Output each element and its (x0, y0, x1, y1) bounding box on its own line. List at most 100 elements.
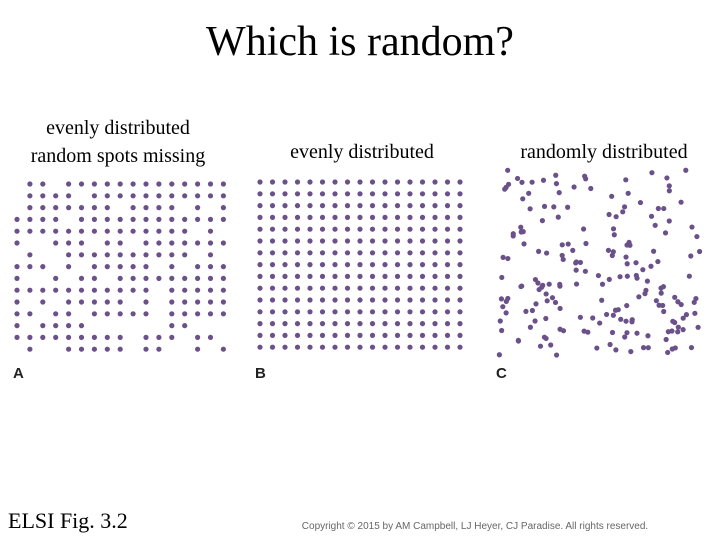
dot (573, 260, 579, 266)
dot (419, 179, 426, 185)
dot (419, 250, 426, 256)
dot (382, 238, 388, 244)
dot (382, 262, 388, 268)
dot (307, 332, 313, 338)
dot (357, 203, 363, 209)
dot (613, 214, 619, 220)
dot (195, 334, 201, 340)
dot (444, 309, 451, 315)
dot (307, 238, 313, 244)
dot (269, 238, 276, 244)
dot (143, 299, 149, 305)
dot (182, 299, 188, 305)
dot (257, 250, 263, 256)
dot (257, 238, 263, 244)
dot (539, 218, 546, 224)
dot (117, 228, 123, 234)
dot (257, 321, 263, 327)
dot (407, 309, 413, 315)
dot (500, 254, 506, 260)
dot (182, 275, 188, 281)
dot (560, 256, 566, 263)
dot (53, 193, 59, 199)
dot (457, 250, 463, 256)
dot (27, 193, 33, 199)
dot (257, 214, 263, 220)
dot (444, 332, 451, 338)
dot (444, 179, 451, 185)
dot (583, 240, 589, 247)
dot (553, 352, 560, 358)
dot (319, 273, 326, 279)
dot (693, 295, 699, 302)
dot (307, 214, 313, 220)
dot (294, 238, 301, 244)
dot (257, 332, 263, 338)
dot (257, 191, 263, 197)
dot (319, 238, 326, 244)
dot (344, 214, 351, 220)
dot (207, 181, 214, 187)
dot (156, 334, 162, 340)
dot (117, 264, 123, 270)
dot (91, 264, 97, 270)
panel-caption: random spots missing (31, 145, 205, 167)
dot (357, 191, 363, 197)
dot (40, 299, 46, 305)
dot (556, 190, 562, 196)
dot (307, 191, 313, 197)
dot (527, 324, 534, 330)
dot (432, 203, 438, 209)
dot (282, 250, 288, 256)
dot (689, 224, 695, 230)
dot (195, 181, 201, 187)
dot (257, 309, 263, 315)
dot (555, 214, 561, 220)
dot (294, 344, 301, 350)
dot (457, 238, 463, 244)
figure-label: ELSI Fig. 3.2 (8, 508, 128, 533)
dot (344, 191, 351, 197)
dot (282, 309, 288, 315)
dot (257, 297, 263, 303)
dot (53, 275, 59, 281)
dot (195, 299, 201, 305)
dot (505, 255, 511, 262)
dot (653, 298, 659, 304)
dot (672, 319, 678, 326)
dot (182, 193, 188, 199)
dot (624, 330, 630, 336)
dot (269, 179, 276, 185)
dot (444, 321, 451, 327)
dot (457, 309, 463, 315)
dot (130, 311, 136, 317)
dot (444, 344, 451, 350)
dot (66, 252, 72, 258)
dot (207, 334, 214, 340)
panel-caption: randomly distributed (520, 141, 687, 163)
dot (182, 181, 188, 187)
dot (78, 287, 85, 293)
dot (143, 264, 149, 270)
dot (678, 199, 684, 205)
dot (499, 274, 505, 281)
dot (195, 264, 201, 270)
dot (195, 275, 201, 281)
dot (53, 334, 59, 340)
dot (514, 175, 521, 182)
dot (78, 252, 85, 258)
copyright: Copyright © 2015 by AM Campbell, LJ Heye… (302, 521, 648, 532)
dot (220, 205, 226, 211)
dot (344, 238, 351, 244)
dot (444, 250, 451, 256)
dot (357, 262, 363, 268)
dot (610, 226, 617, 232)
dot (182, 240, 188, 246)
dot (394, 285, 401, 291)
dot (637, 199, 644, 206)
dot (607, 341, 613, 348)
dot (143, 275, 149, 281)
dot (220, 346, 226, 352)
dot (394, 179, 401, 185)
